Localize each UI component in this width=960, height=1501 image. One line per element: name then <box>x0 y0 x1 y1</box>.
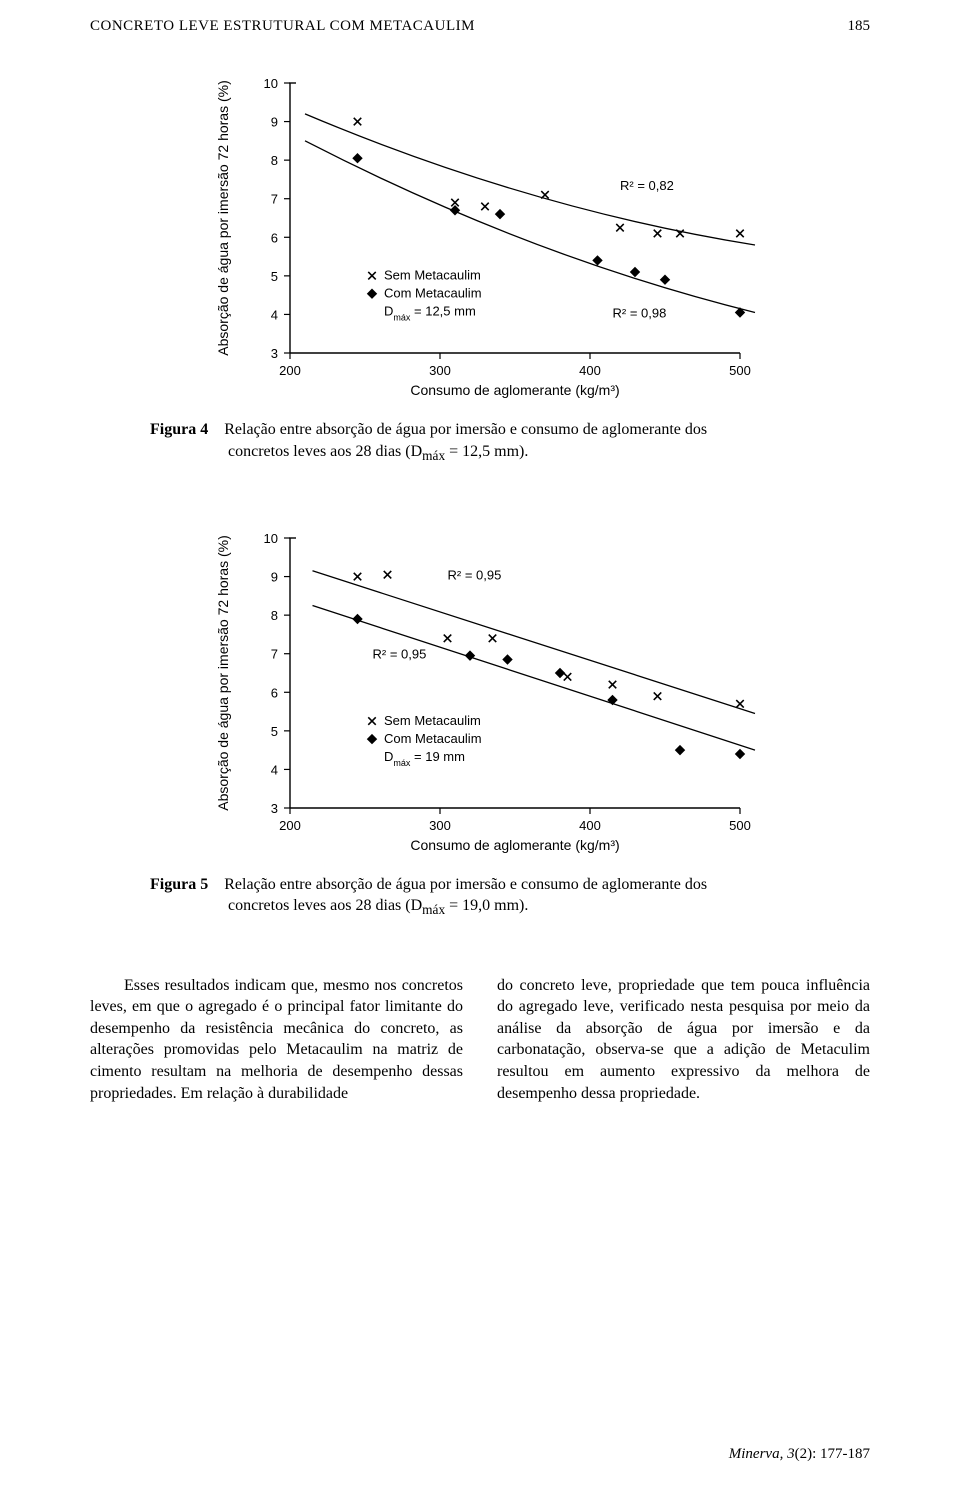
chart-2-svg: 3 4 5 6 7 8 9 10 200 300 400 500 Consumo de aglomera… <box>180 520 780 860</box>
svg-text:R² = 0,82: R² = 0,82 <box>620 178 674 193</box>
svg-text:6: 6 <box>271 685 278 700</box>
journal-issue: 3 <box>787 1446 795 1462</box>
svg-text:9: 9 <box>271 115 278 130</box>
figure-4-caption: Figura 4 Relação entre absorção de água … <box>90 419 870 465</box>
svg-text:Sem Metacaulim: Sem Metacaulim <box>384 713 481 728</box>
body-p1: Esses resultados indicam que, mesmo nos … <box>90 975 463 1105</box>
figure-4-text-3: = 12,5 mm). <box>445 443 528 460</box>
figure-4: 3 4 5 6 7 8 9 10 200 300 400 500 Consumo de aglomera… <box>180 65 780 405</box>
figure-5-caption: Figura 5 Relação entre absorção de água … <box>90 874 870 920</box>
svg-text:500: 500 <box>729 363 751 378</box>
svg-text:200: 200 <box>279 818 301 833</box>
svg-text:400: 400 <box>579 363 601 378</box>
figure-4-sub: máx <box>422 448 445 463</box>
figure-5-label: Figura 5 <box>150 876 208 893</box>
chart-1-svg: 3 4 5 6 7 8 9 10 200 300 400 500 Consumo de aglomera… <box>180 65 780 405</box>
body-col-1: Esses resultados indicam que, mesmo nos … <box>90 975 463 1105</box>
svg-text:400: 400 <box>579 818 601 833</box>
svg-text:R² = 0,98: R² = 0,98 <box>613 306 667 321</box>
svg-text:7: 7 <box>271 192 278 207</box>
running-title: CONCRETO LEVE ESTRUTURAL COM METACAULIM <box>90 18 475 35</box>
svg-text:200: 200 <box>279 363 301 378</box>
svg-text:8: 8 <box>271 608 278 623</box>
body-p2: do concreto leve, propriedade que tem po… <box>497 975 870 1105</box>
svg-text:4: 4 <box>271 762 278 777</box>
svg-text:10: 10 <box>264 531 278 546</box>
svg-text:R² = 0,95: R² = 0,95 <box>373 646 427 661</box>
figure-5-sub: máx <box>422 903 445 918</box>
journal-pages: (2): 177-187 <box>795 1446 870 1462</box>
svg-text:6: 6 <box>271 230 278 245</box>
svg-text:Com Metacaulim: Com Metacaulim <box>384 731 482 746</box>
svg-text:Consumo de aglomerante (kg/m³): Consumo de aglomerante (kg/m³) <box>410 382 619 398</box>
figure-5-text-3: = 19,0 mm). <box>445 897 528 914</box>
svg-text:3: 3 <box>271 801 278 816</box>
figure-4-text-2: concretos leves aos 28 dias (D <box>228 443 422 460</box>
svg-text:5: 5 <box>271 724 278 739</box>
svg-text:4: 4 <box>271 307 278 322</box>
svg-text:8: 8 <box>271 153 278 168</box>
figure-5-text-2: concretos leves aos 28 dias (D <box>228 897 422 914</box>
svg-text:5: 5 <box>271 269 278 284</box>
svg-text:Absorção de água por imersão 7: Absorção de água por imersão 72 horas (%… <box>215 535 231 810</box>
body-columns: Esses resultados indicam que, mesmo nos … <box>0 920 960 1105</box>
figure-4-label: Figura 4 <box>150 421 208 438</box>
svg-text:Absorção de água por imersão 7: Absorção de água por imersão 72 horas (%… <box>215 80 231 355</box>
svg-text:7: 7 <box>271 646 278 661</box>
svg-text:10: 10 <box>264 76 278 91</box>
svg-text:Dmáx = 12,5 mm: Dmáx = 12,5 mm <box>384 304 476 323</box>
svg-text:9: 9 <box>271 569 278 584</box>
footer: Minerva, 3(2): 177-187 <box>729 1446 870 1463</box>
svg-text:300: 300 <box>429 818 451 833</box>
svg-text:300: 300 <box>429 363 451 378</box>
page-number: 185 <box>848 18 871 35</box>
figure-5-text-1: Relação entre absorção de água por imers… <box>224 876 707 893</box>
svg-text:Dmáx = 19 mm: Dmáx = 19 mm <box>384 749 465 768</box>
svg-text:Sem Metacaulim: Sem Metacaulim <box>384 268 481 283</box>
svg-text:Com Metacaulim: Com Metacaulim <box>384 286 482 301</box>
svg-text:500: 500 <box>729 818 751 833</box>
body-col-2: do concreto leve, propriedade que tem po… <box>497 975 870 1105</box>
svg-text:3: 3 <box>271 346 278 361</box>
page-header: CONCRETO LEVE ESTRUTURAL COM METACAULIM … <box>0 0 960 35</box>
svg-text:Consumo de aglomerante (kg/m³): Consumo de aglomerante (kg/m³) <box>410 837 619 853</box>
journal-name: Minerva, <box>729 1446 787 1462</box>
svg-text:R² = 0,95: R² = 0,95 <box>448 567 502 582</box>
figure-4-text-1: Relação entre absorção de água por imers… <box>224 421 707 438</box>
figure-5: 3 4 5 6 7 8 9 10 200 300 400 500 Consumo de aglomera… <box>180 520 780 860</box>
